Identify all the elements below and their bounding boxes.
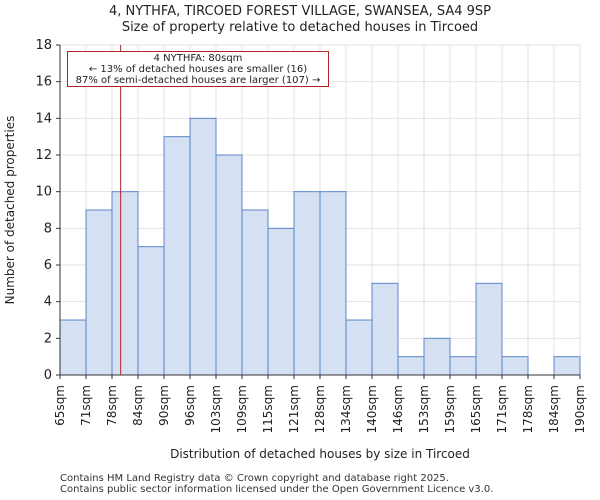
annotation-line-1: 4 NYTHFA: 80sqm [153, 53, 243, 64]
histogram-bar [85, 209, 113, 376]
x-tick-label: 153sqm [417, 385, 431, 433]
histogram-bar [163, 136, 191, 376]
x-tick-label: 146sqm [391, 385, 405, 433]
y-tick-label: 6 [44, 258, 52, 273]
annotation-line-2: ← 13% of detached houses are smaller (16… [88, 64, 308, 75]
x-tick-label: 165sqm [469, 385, 483, 433]
histogram-bar [59, 319, 87, 376]
histogram-bar [371, 282, 399, 376]
x-tick-label: 184sqm [547, 385, 561, 433]
histogram-bar [215, 154, 243, 376]
x-tick-label: 128sqm [313, 385, 327, 433]
y-tick-label: 10 [35, 185, 52, 200]
x-tick-label: 171sqm [495, 385, 509, 433]
x-tick-label: 190sqm [573, 385, 587, 433]
footer-line-2: Contains public sector information licen… [60, 484, 494, 495]
x-tick-label: 103sqm [209, 385, 223, 433]
chart-subtitle: Size of property relative to detached ho… [121, 20, 479, 35]
histogram-bar [319, 191, 347, 376]
x-axis-title: Distribution of detached houses by size … [170, 447, 470, 461]
x-tick-label: 121sqm [287, 385, 301, 433]
x-tick-label: 96sqm [183, 385, 197, 426]
histogram-bar [449, 356, 477, 376]
y-tick-label: 14 [35, 111, 52, 126]
x-tick-label: 115sqm [261, 385, 275, 433]
x-tick-label: 159sqm [443, 385, 457, 433]
x-tick-label: 84sqm [131, 385, 145, 426]
y-tick-label: 12 [35, 148, 52, 163]
x-tick-label: 134sqm [339, 385, 353, 433]
y-tick-label: 0 [44, 368, 52, 383]
footer-line-1: Contains HM Land Registry data © Crown c… [60, 473, 449, 484]
x-tick-label: 109sqm [235, 385, 249, 433]
histogram-bar [241, 209, 269, 376]
histogram-bar [423, 337, 451, 376]
histogram-bar [137, 246, 165, 376]
marker-annotation: 4 NYTHFA: 80sqm ← 13% of detached houses… [67, 51, 329, 87]
y-tick-label: 16 [35, 75, 52, 90]
x-tick-label: 71sqm [79, 385, 93, 426]
y-tick-label: 4 [44, 295, 52, 310]
histogram-bar [397, 356, 425, 376]
histogram-bar [267, 227, 295, 376]
chart-title: 4, NYTHFA, TIRCOED FOREST VILLAGE, SWANS… [109, 4, 491, 19]
y-tick-label: 18 [35, 38, 52, 53]
annotation-line-3: 87% of semi-detached houses are larger (… [75, 75, 321, 86]
y-tick-label: 8 [44, 221, 52, 236]
x-tick-label: 140sqm [365, 385, 379, 433]
histogram-bar [475, 282, 503, 376]
histogram-bar [553, 356, 581, 376]
histogram-bar [345, 319, 373, 376]
x-tick-label: 78sqm [105, 385, 119, 426]
x-tick-label: 178sqm [521, 385, 535, 433]
x-tick-label: 90sqm [157, 385, 171, 426]
y-axis-title: Number of detached properties [3, 116, 17, 305]
histogram-bar [501, 356, 529, 376]
histogram-bar [189, 117, 217, 376]
histogram-bar [111, 191, 139, 376]
histogram-bar [293, 191, 321, 376]
x-tick-label: 65sqm [53, 385, 67, 426]
y-tick-label: 2 [44, 331, 52, 346]
